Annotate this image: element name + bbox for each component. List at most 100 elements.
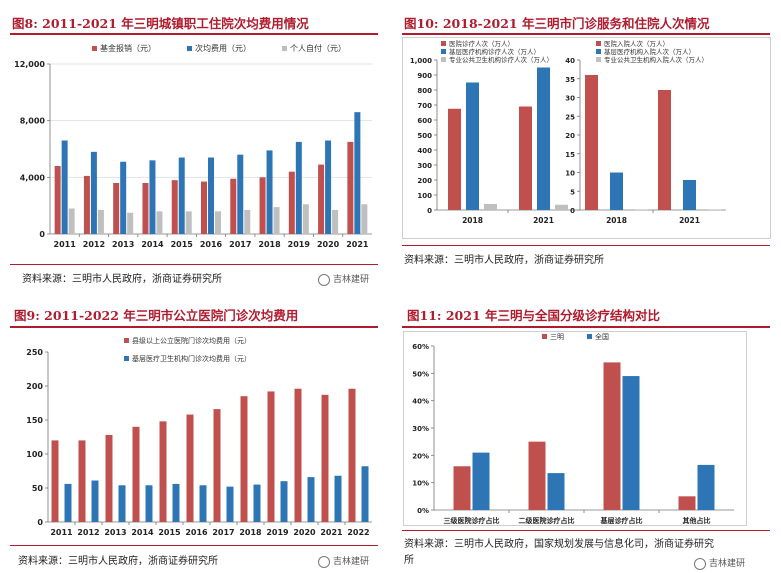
bar: [215, 211, 221, 234]
bar: [302, 204, 309, 234]
legend-label: 个人自付（元）: [290, 43, 346, 53]
x-tick-label: 2015: [171, 240, 194, 249]
bar: [132, 426, 140, 522]
x-tick-label: 2022: [347, 528, 369, 537]
bar: [332, 209, 339, 234]
x-tick-label: 2017: [229, 240, 251, 249]
panel2-source: 资料来源：三明市人民政府，浙商证券研究所: [404, 255, 604, 266]
wechat-icon: [318, 273, 330, 286]
panel3-title-rule: [10, 326, 378, 328]
bar: [678, 496, 696, 510]
legend-swatch: [596, 49, 601, 54]
panel4-source-line2: 所: [404, 555, 414, 566]
panel1-watermark: 吉林建研: [318, 272, 369, 286]
bar: [127, 212, 134, 234]
bar: [208, 157, 214, 234]
bar: [145, 485, 153, 522]
bar: [708, 209, 721, 211]
y-tick-label: 1,000: [410, 57, 432, 65]
panel1-title: 图8: 2011-2021 年三明城镇职工住院次均费用情况: [12, 16, 309, 31]
panel1-source: 资料来源：三明市人民政府，浙商证券研究所: [22, 274, 222, 285]
x-tick-label: 2019: [266, 528, 289, 537]
x-tick-label: 2012: [77, 528, 99, 537]
chart-inpatient-admissions: 0 5 10 15 20 25 30 35 40 2018 2021 医院入院人次（万人）基层医疗机构…: [565, 39, 726, 225]
y-tick-label: 0: [39, 230, 45, 239]
y-tick-label: 20: [565, 132, 575, 140]
x-tick-label: 2012: [83, 240, 105, 249]
x-tick-label: 2021: [533, 216, 554, 225]
bar: [185, 211, 192, 234]
bar: [105, 434, 113, 522]
y-tick-label: 50: [32, 484, 44, 493]
legend-label: 医院入院人次（万人）: [604, 39, 669, 48]
bar: [266, 150, 273, 234]
x-tick-label: 2019: [288, 240, 311, 249]
legend-swatch: [441, 41, 446, 46]
bar: [159, 421, 167, 522]
legend-swatch: [441, 49, 446, 54]
bar: [149, 160, 156, 234]
y-tick-label: 30: [565, 95, 575, 103]
bar: [237, 154, 244, 234]
bar: [120, 161, 127, 234]
y-tick-label: 8,000: [20, 117, 46, 126]
bar: [226, 486, 234, 522]
x-tick-label: 2011: [54, 240, 77, 249]
bar: [603, 362, 621, 510]
y-tick-label: 12,000: [14, 60, 45, 69]
bar: [178, 157, 185, 234]
bar: [64, 483, 72, 522]
legend-label: 基层医疗机构诊疗人次（万人）: [449, 47, 540, 56]
y-tick-label: 800: [417, 87, 432, 95]
bar: [51, 440, 59, 522]
y-tick-label: 400: [417, 147, 432, 155]
panel3-source: 资料来源：三明市人民政府，浙商证券研究所: [18, 556, 218, 567]
y-tick-label: 30%: [412, 425, 429, 433]
legend-label: 专业公共卫生机构入院人次（万人）: [604, 55, 708, 64]
bar: [295, 141, 302, 234]
x-tick-label: 二级医院诊疗占比: [519, 516, 575, 524]
x-tick-label: 2017: [212, 528, 234, 537]
bar: [230, 178, 237, 234]
x-tick-label: 2016: [185, 528, 208, 537]
panel2-title-rule: [402, 33, 770, 35]
bar: [354, 112, 361, 234]
bar: [361, 204, 368, 234]
x-tick-label: 基层诊疗占比: [600, 516, 643, 524]
y-tick-label: 50%: [412, 370, 429, 378]
bar: [186, 414, 194, 522]
legend-label: 三明: [550, 333, 564, 341]
bar: [156, 211, 163, 234]
panel2-source-rule: [402, 245, 770, 246]
legend-label: 基层医疗卫生机构门诊次均费用（元）: [132, 354, 251, 363]
y-tick-label: 10: [565, 170, 575, 178]
x-tick-label: 2016: [200, 240, 223, 249]
bar: [547, 473, 565, 510]
panel1-watermark-text: 吉林建研: [333, 275, 370, 285]
panel1-source-rule: [10, 264, 378, 265]
panel4-title-rule: [402, 326, 770, 328]
bar: [528, 441, 546, 510]
bar: [288, 171, 295, 234]
x-tick-label: 其他占比: [683, 516, 711, 524]
y-tick-label: 250: [26, 348, 43, 357]
x-tick-label: 2020: [293, 528, 316, 537]
panel3-watermark: 吉林建研: [318, 554, 369, 568]
bar: [78, 440, 86, 522]
wechat-icon: [318, 555, 330, 568]
x-tick-label: 2018: [239, 528, 262, 537]
y-tick-label: 600: [417, 117, 432, 125]
panel4-watermark-text: 吉林建研: [709, 559, 746, 569]
bar: [280, 481, 288, 522]
y-tick-label: 200: [417, 177, 432, 185]
x-tick-label: 2021: [320, 528, 343, 537]
panel3-source-rule: [10, 545, 378, 546]
legend-label: 医院诊疗人次（万人）: [449, 39, 514, 48]
x-tick-label: 2015: [158, 528, 181, 537]
bar: [555, 204, 568, 210]
bar: [213, 409, 221, 522]
panel1-title-rule: [10, 33, 378, 35]
bar: [658, 90, 671, 210]
y-tick-label: 40: [565, 57, 575, 65]
